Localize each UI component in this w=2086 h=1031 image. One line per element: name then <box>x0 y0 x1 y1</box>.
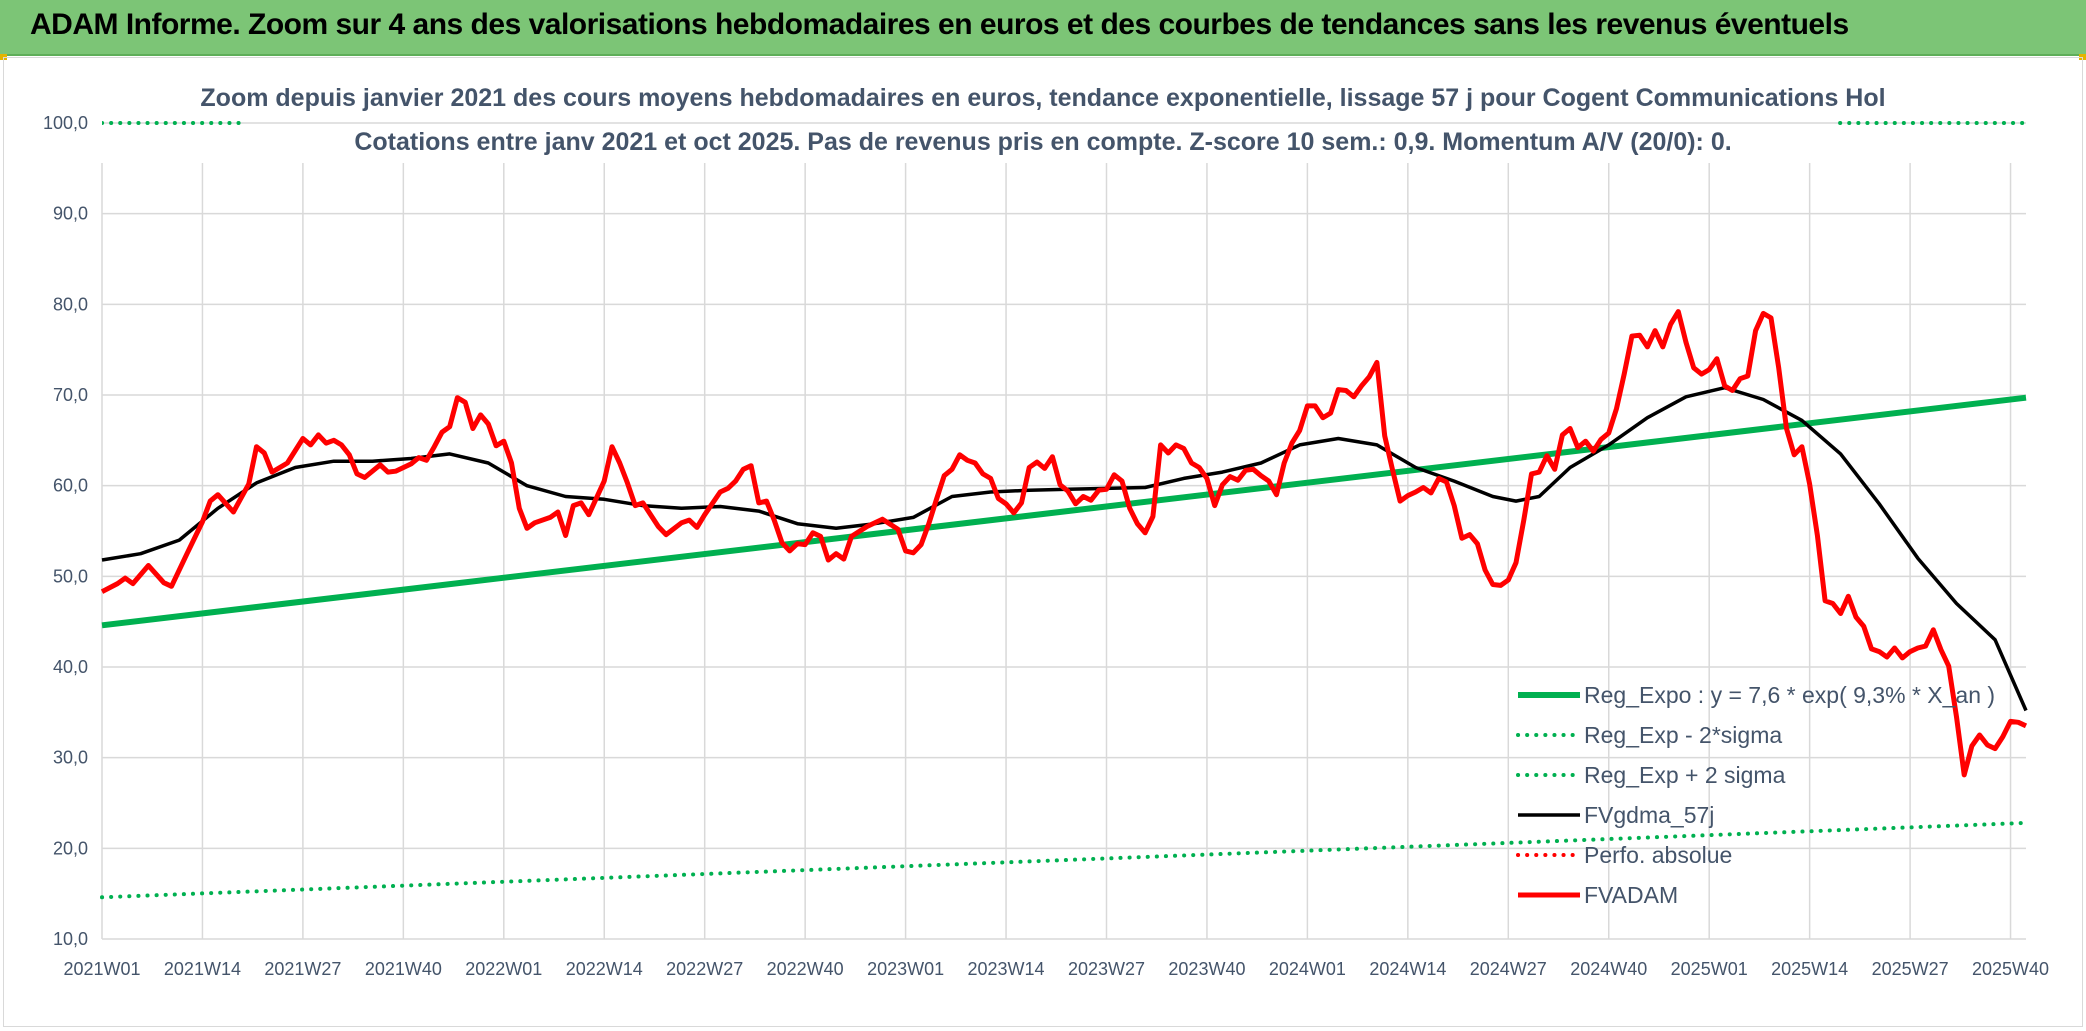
series-line-reg-exp-2-sigma <box>100 820 2028 900</box>
y-tick-label: 10,0 <box>53 929 88 949</box>
y-tick-label: 20,0 <box>53 838 88 858</box>
x-tick-label: 2025W27 <box>1872 959 1949 979</box>
x-tick-label: 2023W14 <box>968 959 1045 979</box>
legend-label: Reg_Expo : y = 7,6 * exp( 9,3% * X_an ) <box>1584 682 1995 708</box>
y-tick-label: 80,0 <box>53 294 88 314</box>
x-tick-label: 2023W01 <box>867 959 944 979</box>
legend-label: Reg_Exp - 2*sigma <box>1584 722 1782 748</box>
series-line-fvadam <box>100 309 2028 778</box>
x-tick-label: 2022W40 <box>767 959 844 979</box>
chart-title: Zoom depuis janvier 2021 des cours moyen… <box>200 84 1886 112</box>
x-tick-label: 2022W01 <box>465 959 542 979</box>
y-tick-label: 90,0 <box>53 204 88 224</box>
x-tick-label: 2024W01 <box>1269 959 1346 979</box>
x-tick-label: 2024W14 <box>1369 959 1446 979</box>
legend-label: FVADAM <box>1584 882 1678 908</box>
x-tick-label: 2025W40 <box>1972 959 2049 979</box>
x-axis: 2021W01 2021W14 2021W27 2021W40 2022W01 2022W… <box>63 959 2049 979</box>
x-tick-label: 2024W40 <box>1570 959 1647 979</box>
x-tick-label: 2025W01 <box>1671 959 1748 979</box>
x-tick-label: 2022W14 <box>566 959 643 979</box>
series-line-fvgdma-57j <box>101 385 2028 712</box>
chart-frame <box>3 57 2083 1027</box>
page-title: ADAM Informe. Zoom sur 4 ans des valoris… <box>30 8 1849 41</box>
x-tick-label: 2021W40 <box>365 959 442 979</box>
chart-grid <box>101 122 2026 940</box>
y-tick-label: 60,0 <box>53 476 88 496</box>
y-tick-label: 100,0 <box>43 113 88 133</box>
chart-subtitle: Cotations entre janv 2021 et oct 2025. P… <box>354 128 1732 156</box>
x-tick-label: 2025W14 <box>1771 959 1848 979</box>
x-tick-label: 2023W40 <box>1168 959 1245 979</box>
y-axis: 100,0 90,0 80,0 70,0 60,0 50,0 40,0 30,0 20,0 10,… <box>43 113 88 949</box>
y-tick-label: 30,0 <box>53 748 88 768</box>
x-tick-label: 2022W27 <box>666 959 743 979</box>
y-tick-label: 50,0 <box>53 566 88 586</box>
x-tick-label: 2021W14 <box>164 959 241 979</box>
y-tick-label: 40,0 <box>53 657 88 677</box>
x-tick-label: 2021W01 <box>63 959 140 979</box>
y-tick-label: 70,0 <box>53 385 88 405</box>
x-tick-label: 2024W27 <box>1470 959 1547 979</box>
x-tick-label: 2023W27 <box>1068 959 1145 979</box>
legend-label: FVgdma_57j <box>1584 802 1714 828</box>
legend-label: Perfo. absolue <box>1584 842 1732 868</box>
x-tick-label: 2021W27 <box>264 959 341 979</box>
header-banner: ADAM Informe. Zoom sur 4 ans des valoris… <box>0 0 2086 56</box>
legend: Reg_Expo : y = 7,6 * exp( 9,3% * X_an ) R… <box>1516 682 1995 908</box>
legend-label: Reg_Exp + 2 sigma <box>1584 762 1786 788</box>
series-line-reg-expo-y-7-6-exp-9-3-x-an <box>101 394 2027 629</box>
